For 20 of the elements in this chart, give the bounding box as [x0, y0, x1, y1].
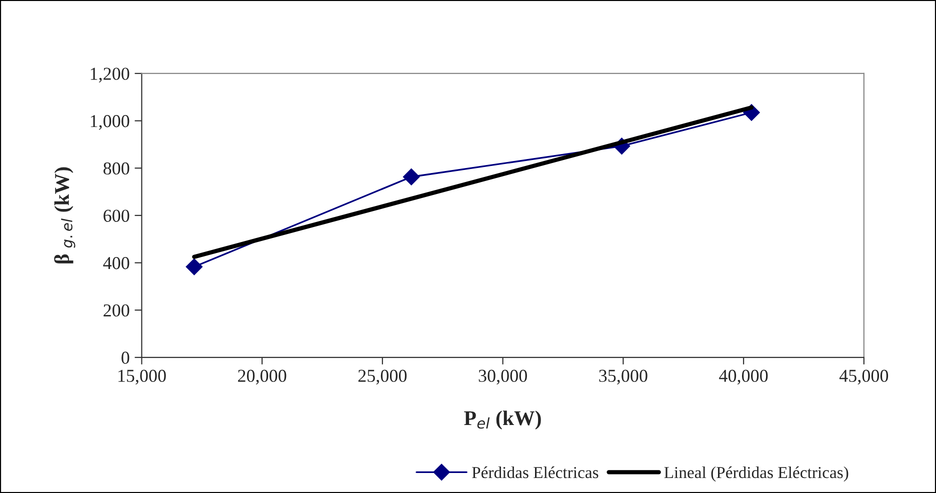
- y-tick-label: 200: [104, 304, 130, 317]
- y-axis-title: β $_{g.el}$ (kW): [54, 167, 76, 264]
- y-tick-label: 800: [104, 162, 130, 175]
- x-tick-label: 25,000: [358, 370, 407, 385]
- y-tick-label: 400: [103, 257, 130, 270]
- point: [402, 168, 420, 186]
- x-tick-label: 20,000: [238, 370, 286, 385]
- x-tick-label: 15,000: [118, 370, 166, 385]
- y-tick-label: 1,200: [90, 68, 130, 82]
- point: [186, 258, 203, 276]
- x-axis-title: P$_{el}$ (kW): [464, 410, 541, 430]
- x-tick-label: 35,000: [599, 370, 648, 385]
- y-tick-label: 600: [104, 210, 130, 222]
- y-tick-label: 0: [122, 352, 130, 364]
- legend-label: Pérdidas Eléctricas: [472, 466, 598, 478]
- x-tick-label: 45,000: [839, 370, 888, 385]
- x-tick-label: 30,000: [478, 370, 527, 385]
- x-tick-label: 40,000: [719, 370, 768, 385]
- y-tick-label: 1,000: [90, 115, 130, 130]
- legend-label: Lineal (Pérdidas Eléctricas): [664, 466, 848, 482]
